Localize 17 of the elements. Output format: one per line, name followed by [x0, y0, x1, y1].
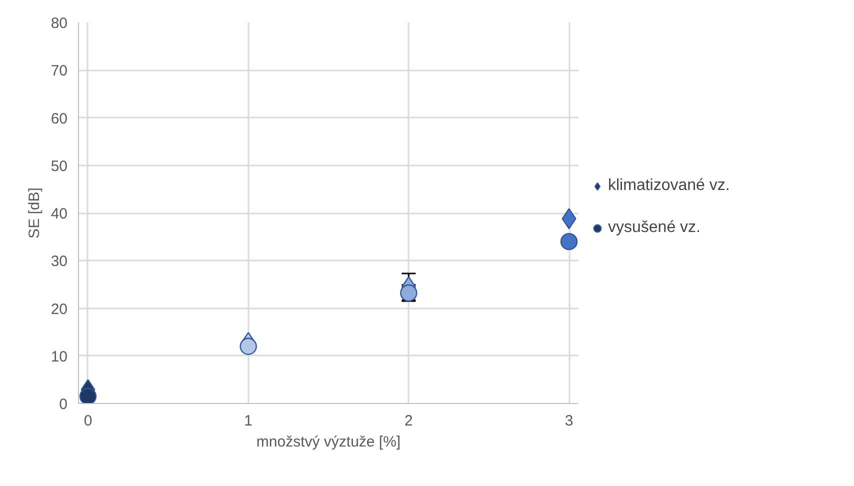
y-tick-label: 80 [50, 15, 68, 32]
y-tick-label: 0 [59, 396, 68, 413]
y-tick-label: 30 [50, 253, 68, 270]
y-tick-label: 50 [50, 158, 68, 175]
legend-label: klimatizované vz. [608, 177, 730, 195]
x-tick-label: 0 [84, 412, 92, 430]
legend-label: vysušené vz. [608, 219, 700, 237]
x-tick-label: 1 [244, 412, 252, 430]
y-axis-title: SE [dB] [26, 188, 43, 238]
y-tick-label: 70 [50, 62, 68, 80]
y-tick-label: 60 [50, 110, 68, 128]
y-tick-label: 40 [50, 206, 68, 222]
x-tick-label: 2 [404, 412, 413, 430]
y-tick-label: 10 [50, 348, 68, 366]
x-tick-label: 3 [564, 412, 574, 430]
x-axis-title: množstvý výztuže [%] [256, 434, 401, 450]
y-tick-label: 20 [50, 300, 68, 318]
